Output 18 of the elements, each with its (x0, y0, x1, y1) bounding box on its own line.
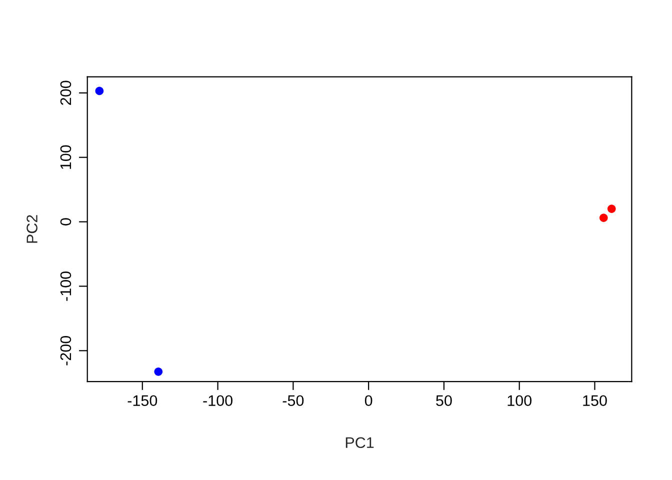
y-axis-title: PC2 (26, 215, 38, 243)
x-tick-label: 50 (436, 395, 452, 406)
x-tick-label: 100 (508, 395, 532, 406)
point (95, 86, 104, 96)
y-tick-label: -100 (60, 272, 72, 301)
y-tick-label: 100 (60, 145, 72, 169)
y-tick-label: 0 (60, 218, 72, 226)
point (154, 368, 163, 376)
x-axis-title: PC1 (346, 437, 374, 448)
y-tick-label: 200 (60, 80, 72, 105)
x-tick-label: 150 (583, 395, 607, 406)
x-tick-label: 0 (364, 395, 372, 406)
x-tick-label: -50 (282, 395, 304, 406)
point (607, 204, 616, 213)
x-tick-label: -100 (203, 395, 232, 406)
x-tick-label: -150 (128, 395, 158, 406)
y-tick-label: -200 (60, 336, 72, 366)
point (599, 214, 608, 222)
